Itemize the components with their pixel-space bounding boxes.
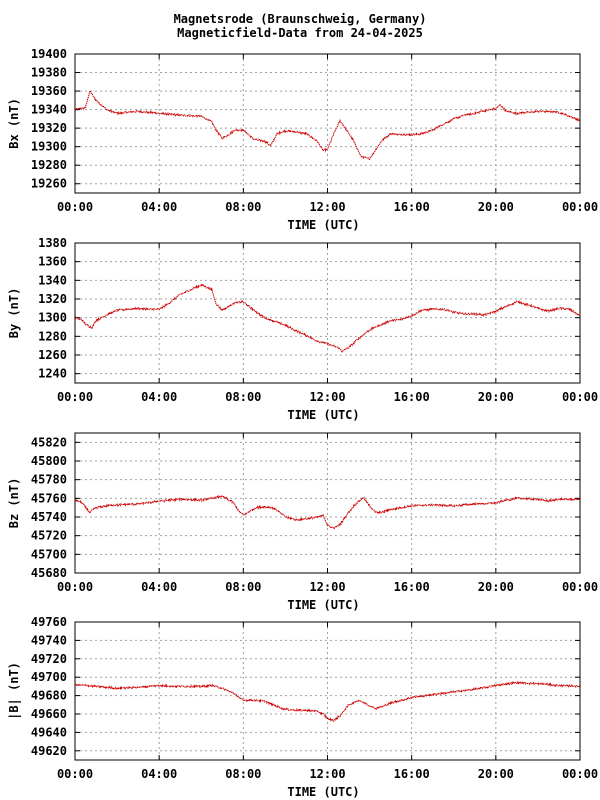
panel-4-y-tick-label: 49680	[31, 689, 67, 703]
chart-title: Magnetsrode (Braunschweig, Germany) Magn…	[0, 12, 600, 40]
panel-2-x-tick-label: 04:00	[141, 390, 177, 404]
panel-3-y-tick-label: 45740	[31, 510, 67, 524]
panel-1-x-tick-label: 08:00	[225, 200, 261, 214]
panel-3-y-tick-label: 45720	[31, 529, 67, 543]
panel-1-y-tick-label: 19260	[31, 177, 67, 191]
panel-3-y-tick-label: 45680	[31, 566, 67, 580]
panel-3-x-tick-label: 16:00	[394, 580, 430, 594]
panel-1-plot-frame	[74, 53, 581, 194]
panel-4-y-tick-label: 49760	[31, 615, 67, 629]
chart-title-line-2: Magneticfield-Data from 24-04-2025	[177, 26, 423, 40]
panel-4-x-tick-label: 12:00	[309, 767, 345, 781]
panel-2-x-axis-label: TIME (UTC)	[287, 408, 359, 422]
panel-1-y-tick-label: 19400	[31, 47, 67, 61]
panel-4-y-tick-label: 49640	[31, 725, 67, 739]
panel-4-x-tick-label: 00:00	[57, 767, 93, 781]
panel-1-x-tick-label: 20:00	[478, 200, 514, 214]
panel-3-y-tick-label: 45760	[31, 491, 67, 505]
panel-1-data-line	[74, 90, 581, 161]
panel-3-y-tick-label: 45780	[31, 473, 67, 487]
panel-1-x-axis-label: TIME (UTC)	[287, 218, 359, 232]
panel-2-y-tick-label: 1360	[38, 255, 67, 269]
panel-2-x-tick-label: 12:00	[309, 390, 345, 404]
panel-2-y-tick-label: 1300	[38, 311, 67, 325]
panel-1-x-tick-label: 00:00	[562, 200, 598, 214]
panel-3-plot-frame	[74, 432, 581, 574]
panel-4-x-tick-label: 16:00	[394, 767, 430, 781]
panel-4-x-tick-label: 04:00	[141, 767, 177, 781]
panel-2-x-tick-label: 20:00	[478, 390, 514, 404]
panel-2-x-tick-label: 16:00	[394, 390, 430, 404]
panel-3-x-tick-label: 00:00	[562, 580, 598, 594]
panel-2-y-tick-label: 1340	[38, 273, 67, 287]
panel-4-y-axis-label: |B| (nT)	[7, 662, 21, 720]
panel-1-x-tick-label: 04:00	[141, 200, 177, 214]
panel-2-y-tick-label: 1260	[38, 348, 67, 362]
panel-3-data-line	[74, 494, 581, 530]
panel-1-y-tick-label: 19320	[31, 121, 67, 135]
panel-1-y-axis-label: Bx (nT)	[7, 98, 21, 149]
panel-3-x-tick-label: 04:00	[141, 580, 177, 594]
panel-4-x-tick-label: 20:00	[478, 767, 514, 781]
panel-4-x-axis-label: TIME (UTC)	[287, 785, 359, 799]
panel-2-x-tick-label: 08:00	[225, 390, 261, 404]
panel-1-y-tick-label: 19340	[31, 103, 67, 117]
panel-4-y-tick-label: 49740	[31, 633, 67, 647]
panel-2-data-line	[74, 283, 581, 353]
panel-3-x-tick-label: 00:00	[57, 580, 93, 594]
panel-4-y-tick-label: 49720	[31, 652, 67, 666]
panel-4-x-tick-label: 00:00	[562, 767, 598, 781]
panel-2-x-tick-label: 00:00	[57, 390, 93, 404]
panel-4-data-line	[74, 680, 581, 723]
panel-3-x-tick-label: 08:00	[225, 580, 261, 594]
panel-4-plot-frame	[74, 621, 581, 761]
panel-1-x-tick-label: 16:00	[394, 200, 430, 214]
panel-1-y-tick-label: 19300	[31, 140, 67, 154]
panel-4-y-tick-label: 49700	[31, 670, 67, 684]
panel-3-y-tick-label: 45700	[31, 547, 67, 561]
panel-3-x-tick-label: 12:00	[309, 580, 345, 594]
panel-3-x-tick-label: 20:00	[478, 580, 514, 594]
panel-1-x-tick-label: 12:00	[309, 200, 345, 214]
panel-3-y-tick-label: 45820	[31, 435, 67, 449]
panel-4-y-tick-label: 49620	[31, 744, 67, 758]
panel-2-y-tick-label: 1380	[38, 236, 67, 250]
panel-2-y-tick-label: 1240	[38, 367, 67, 381]
panel-2-y-tick-label: 1320	[38, 292, 67, 306]
panel-3-y-tick-label: 45800	[31, 454, 67, 468]
panel-4-y-tick-label: 49660	[31, 707, 67, 721]
panel-2-y-axis-label: By (nT)	[7, 288, 21, 339]
panel-1-x-tick-label: 00:00	[57, 200, 93, 214]
panel-1-y-tick-label: 19280	[31, 158, 67, 172]
panel-2-x-tick-label: 00:00	[562, 390, 598, 404]
panel-2-plot-frame	[74, 242, 581, 384]
panel-3-y-axis-label: Bz (nT)	[7, 478, 21, 529]
chart-title-line-1: Magnetsrode (Braunschweig, Germany)	[173, 12, 427, 26]
panel-1-y-tick-label: 19360	[31, 84, 67, 98]
panel-4-x-tick-label: 08:00	[225, 767, 261, 781]
panel-1-y-tick-label: 19380	[31, 66, 67, 80]
panel-3-x-axis-label: TIME (UTC)	[287, 598, 359, 612]
panel-2-y-tick-label: 1280	[38, 329, 67, 343]
